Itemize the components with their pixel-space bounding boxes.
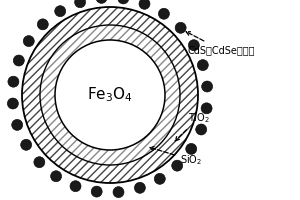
Circle shape (55, 6, 66, 17)
Circle shape (139, 0, 150, 9)
Circle shape (40, 25, 180, 165)
Circle shape (55, 40, 165, 150)
Circle shape (118, 0, 129, 4)
Circle shape (96, 0, 107, 3)
Circle shape (8, 98, 18, 109)
Circle shape (34, 157, 45, 168)
Circle shape (134, 182, 146, 193)
Circle shape (12, 119, 23, 130)
Circle shape (113, 187, 124, 198)
Circle shape (21, 139, 32, 150)
Text: CdS或CdSe量子点: CdS或CdSe量子点 (186, 32, 255, 55)
Circle shape (13, 55, 24, 66)
Circle shape (23, 36, 34, 47)
Circle shape (175, 22, 186, 33)
Circle shape (197, 60, 208, 71)
Circle shape (51, 171, 62, 182)
Circle shape (201, 103, 212, 114)
Circle shape (91, 186, 102, 197)
Circle shape (70, 181, 81, 192)
Text: SiO$_2$: SiO$_2$ (150, 147, 202, 167)
Circle shape (22, 7, 198, 183)
Text: TiO$_2$: TiO$_2$ (175, 111, 209, 141)
Circle shape (172, 160, 183, 171)
Circle shape (154, 173, 165, 184)
Text: Fe$_3$O$_4$: Fe$_3$O$_4$ (87, 86, 133, 104)
Circle shape (75, 0, 86, 8)
Circle shape (186, 143, 197, 154)
Circle shape (158, 8, 169, 19)
Circle shape (8, 76, 19, 87)
Circle shape (202, 81, 213, 92)
Circle shape (196, 124, 207, 135)
Circle shape (37, 19, 48, 30)
Circle shape (188, 40, 199, 51)
